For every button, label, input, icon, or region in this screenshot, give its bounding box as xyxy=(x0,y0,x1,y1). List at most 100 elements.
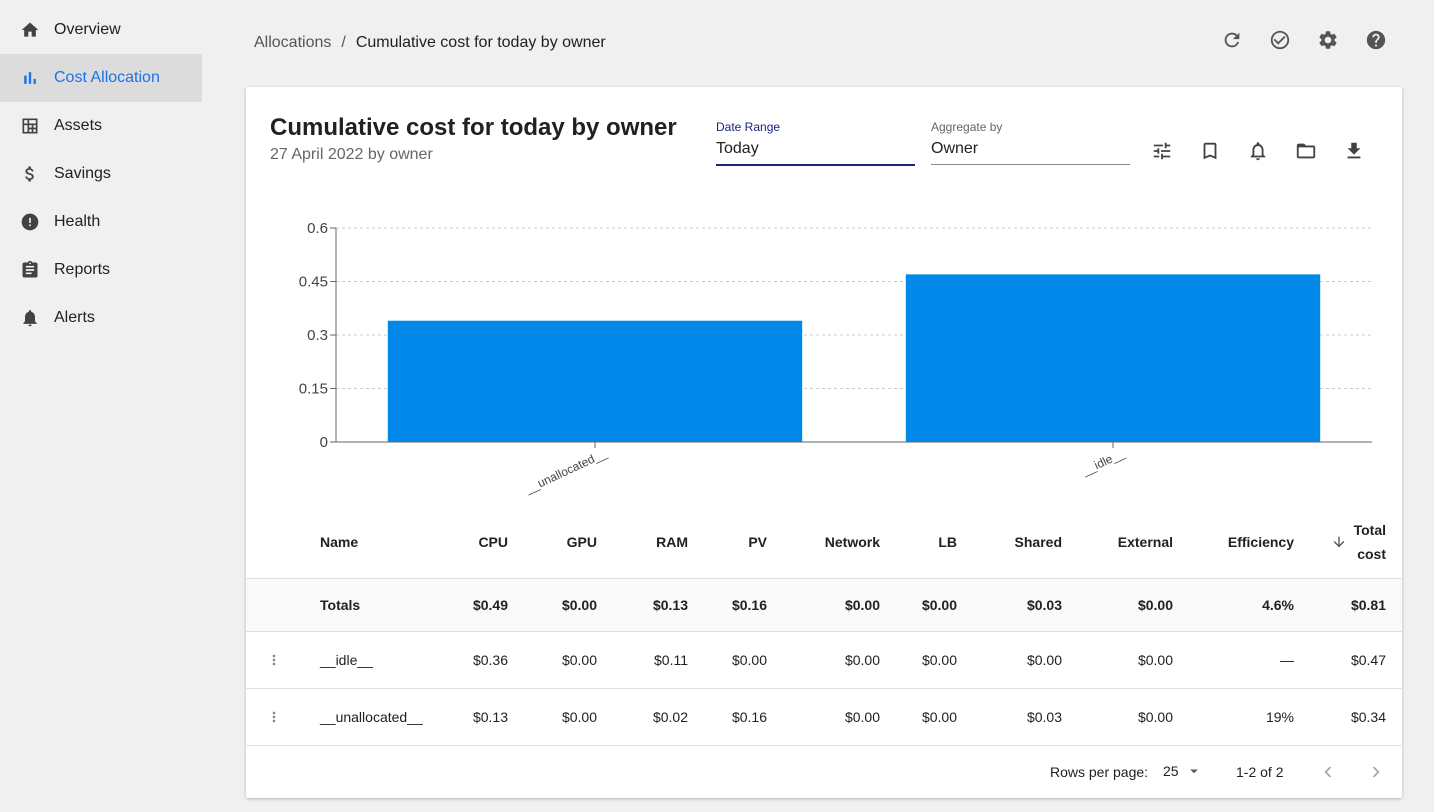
row-total-cost: $0.47 xyxy=(1350,652,1386,668)
sidebar-item-cost-allocation[interactable]: Cost Allocation xyxy=(0,54,202,102)
column-header-total-cost[interactable]: Total cost xyxy=(1346,505,1386,578)
gear-icon[interactable] xyxy=(1316,28,1340,52)
aggregate-by-field[interactable]: Aggregate by Owner xyxy=(931,120,1130,165)
sidebar-item-label: Alerts xyxy=(54,309,95,326)
total-cost-header-line2: cost xyxy=(1357,545,1386,562)
refresh-icon[interactable] xyxy=(1220,28,1244,52)
row-cpu: $0.13 xyxy=(472,709,508,725)
y-tick-label: 0.45 xyxy=(299,274,328,291)
row-lb: $0.00 xyxy=(921,652,957,668)
totals-external: $0.00 xyxy=(1137,597,1173,613)
rows-per-page-select[interactable]: 25 xyxy=(1163,762,1203,780)
row-name[interactable]: __unallocated__ xyxy=(320,709,423,725)
column-header-pv[interactable]: PV xyxy=(748,533,767,550)
totals-ram: $0.13 xyxy=(652,597,688,613)
table-row[interactable]: __idle__ $0.36 $0.00 $0.11 $0.00 $0.00 $… xyxy=(246,632,1402,689)
row-ram: $0.11 xyxy=(654,652,688,668)
column-header-external[interactable]: External xyxy=(1117,533,1173,550)
row-name[interactable]: __idle__ xyxy=(320,652,373,668)
totals-gpu: $0.00 xyxy=(561,597,597,613)
row-pv: $0.16 xyxy=(731,709,767,725)
totals-lb: $0.00 xyxy=(921,597,957,613)
bell-outline-icon[interactable] xyxy=(1246,139,1270,163)
y-tick-label: 0.15 xyxy=(299,381,328,398)
total-cost-header-line1: Total xyxy=(1353,521,1386,538)
tune-icon[interactable] xyxy=(1150,139,1174,163)
sidebar-item-label: Savings xyxy=(54,165,111,182)
sidebar-item-savings[interactable]: Savings xyxy=(0,150,202,198)
sidebar-item-assets[interactable]: Assets xyxy=(0,102,202,150)
column-header-shared[interactable]: Shared xyxy=(1014,533,1062,550)
row-ram: $0.02 xyxy=(652,709,688,725)
row-efficiency: — xyxy=(1280,652,1294,668)
sidebar-item-health[interactable]: Health xyxy=(0,198,202,246)
row-gpu: $0.00 xyxy=(561,709,597,725)
row-network: $0.00 xyxy=(844,709,880,725)
column-header-gpu[interactable]: GPU xyxy=(566,533,597,550)
more-vert-icon[interactable] xyxy=(266,689,282,745)
allocation-table: Name CPU GPU RAM PV Network LB Shared Ex… xyxy=(246,505,1402,746)
sidebar-item-alerts[interactable]: Alerts xyxy=(0,294,202,342)
column-header-network[interactable]: Network xyxy=(824,533,880,550)
dollar-icon xyxy=(20,164,40,184)
table-totals-row: Totals $0.49 $0.00 $0.13 $0.16 $0.00 $0.… xyxy=(246,579,1402,632)
table-row[interactable]: __unallocated__ $0.13 $0.00 $0.02 $0.16 … xyxy=(246,689,1402,746)
column-header-efficiency[interactable]: Efficiency xyxy=(1227,533,1294,550)
breadcrumb-separator: / xyxy=(341,34,346,51)
bar-chart-icon xyxy=(20,68,40,88)
sidebar-item-overview[interactable]: Overview xyxy=(0,6,202,54)
bar xyxy=(387,320,803,442)
y-tick-label: 0.3 xyxy=(307,327,328,344)
sidebar-item-reports[interactable]: Reports xyxy=(0,246,202,294)
row-total-cost: $0.34 xyxy=(1350,709,1386,725)
aggregate-by-select[interactable]: Owner xyxy=(931,140,1130,165)
chevron-right-icon[interactable] xyxy=(1364,760,1388,784)
report-subtitle: 27 April 2022 by owner xyxy=(270,146,433,163)
date-range-label: Date Range xyxy=(716,120,781,134)
grid-icon xyxy=(20,116,40,136)
sidebar-item-label: Overview xyxy=(54,21,121,38)
sidebar-item-label: Reports xyxy=(54,261,111,278)
download-icon[interactable] xyxy=(1342,139,1366,163)
pagination-range: 1-2 of 2 xyxy=(1236,764,1284,780)
header-actions xyxy=(1220,28,1388,52)
row-gpu: $0.00 xyxy=(561,652,597,668)
bookmark-icon[interactable] xyxy=(1198,139,1222,163)
column-header-name[interactable]: Name xyxy=(320,533,359,550)
report-toolbar xyxy=(1150,139,1366,163)
row-external: $0.00 xyxy=(1137,652,1173,668)
totals-efficiency: 4.6% xyxy=(1262,597,1294,613)
sidebar-item-label: Assets xyxy=(54,117,103,134)
table-header-row: Name CPU GPU RAM PV Network LB Shared Ex… xyxy=(246,505,1402,579)
column-header-cpu[interactable]: CPU xyxy=(478,533,508,550)
help-icon[interactable] xyxy=(1364,28,1388,52)
row-cpu: $0.36 xyxy=(472,652,508,668)
column-header-ram[interactable]: RAM xyxy=(656,533,688,550)
page-header: Allocations / Cumulative cost for today … xyxy=(254,30,1404,56)
aggregate-by-label: Aggregate by xyxy=(931,120,1003,134)
sidebar: Overview Cost Allocation Assets Savings … xyxy=(0,0,202,812)
cost-bar-chart: 0 0.15 0.3 0.45 0.6 __unallocated__ __idle__ xyxy=(299,220,1372,496)
row-efficiency: 19% xyxy=(1265,709,1294,725)
date-range-select[interactable]: Today xyxy=(716,140,915,166)
alert-circle-icon xyxy=(20,212,40,232)
breadcrumb-allocations-link[interactable]: Allocations xyxy=(254,34,332,51)
y-tick-label: 0 xyxy=(320,434,328,451)
row-lb: $0.00 xyxy=(921,709,957,725)
home-icon xyxy=(20,20,40,40)
totals-cpu: $0.49 xyxy=(472,597,508,613)
more-vert-icon[interactable] xyxy=(266,632,282,688)
totals-label: Totals xyxy=(320,597,361,613)
y-tick-label: 0.6 xyxy=(307,220,328,237)
bar xyxy=(905,274,1321,442)
sidebar-item-label: Health xyxy=(54,213,101,230)
column-header-lb[interactable]: LB xyxy=(938,533,957,550)
check-circle-icon[interactable] xyxy=(1268,28,1292,52)
chevron-left-icon[interactable] xyxy=(1316,760,1340,784)
arrow-down-icon[interactable] xyxy=(1331,505,1347,578)
row-network: $0.00 xyxy=(844,652,880,668)
date-range-field[interactable]: Date Range Today xyxy=(716,120,915,166)
folder-icon[interactable] xyxy=(1294,139,1318,163)
clipboard-icon xyxy=(20,260,40,280)
breadcrumb: Allocations / Cumulative cost for today … xyxy=(254,34,606,52)
